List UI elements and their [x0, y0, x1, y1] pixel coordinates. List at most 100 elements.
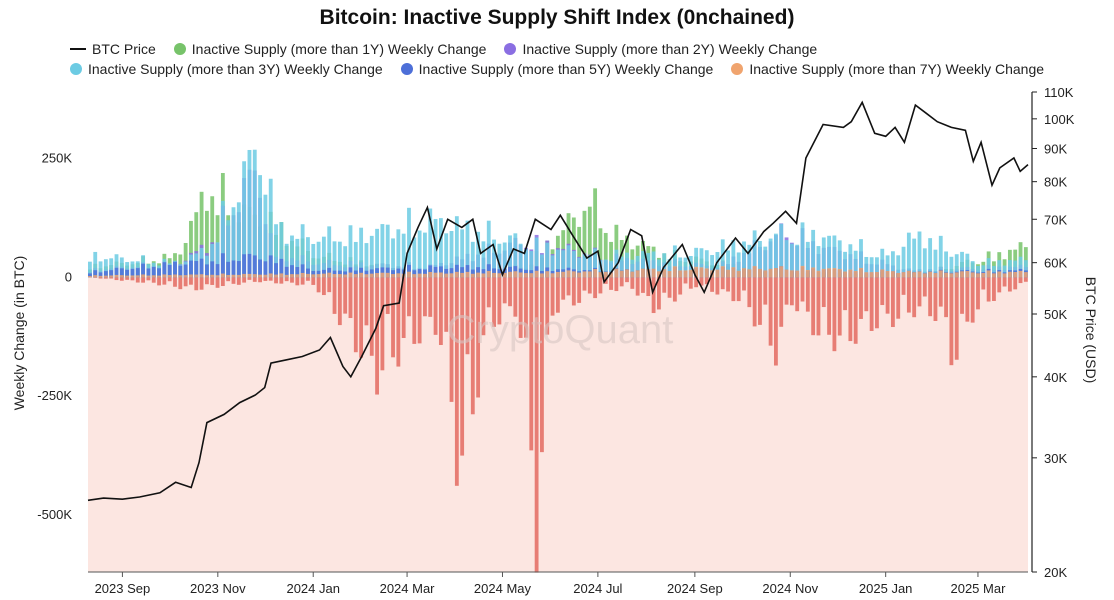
bar-4: [353, 270, 358, 278]
bar-1: [609, 241, 613, 278]
bar-3: [800, 222, 805, 278]
bar-5: [949, 273, 954, 278]
bar-3: [566, 245, 571, 278]
bar-5: [300, 272, 305, 278]
bar-5: [704, 268, 709, 278]
bar-4: [492, 268, 496, 278]
bar-5: [343, 274, 348, 278]
legend-item-3y[interactable]: Inactive Supply (more than 3Y) Weekly Ch…: [70, 61, 383, 77]
bar-4: [119, 268, 124, 278]
negative-bar: [795, 277, 800, 312]
negative-bar: [534, 277, 539, 573]
negative-bar: [508, 277, 512, 307]
bar-3: [837, 240, 842, 278]
bar-5: [460, 272, 465, 278]
bar-5: [641, 268, 645, 278]
bar-3: [789, 243, 794, 278]
negative-bar: [587, 277, 592, 294]
negative-bar: [843, 277, 847, 311]
negative-bar: [353, 277, 358, 353]
negative-bar: [236, 277, 241, 285]
bar-5: [1007, 271, 1012, 278]
negative-bar: [316, 277, 321, 293]
negative-bar: [438, 277, 443, 346]
bar-3: [524, 249, 528, 278]
negative-bar: [784, 277, 789, 305]
negative-bar: [167, 277, 172, 282]
bar-5: [603, 271, 608, 278]
bar-5: [274, 274, 278, 278]
bar-4: [316, 270, 321, 278]
negative-bar: [460, 277, 465, 456]
bar-3: [391, 238, 395, 278]
bar-5: [694, 266, 699, 278]
bar-3: [694, 247, 699, 278]
negative-bar: [598, 277, 603, 294]
legend-item-2y[interactable]: Inactive Supply (more than 2Y) Weekly Ch…: [504, 41, 817, 57]
bar-5: [396, 273, 401, 278]
negative-bar: [183, 277, 188, 287]
bar-4: [183, 264, 188, 278]
legend-item-1y[interactable]: Inactive Supply (more than 1Y) Weekly Ch…: [173, 41, 486, 57]
bar-3: [832, 235, 837, 278]
bar-5: [811, 267, 816, 278]
bar-3: [337, 241, 342, 278]
legend-item-7y[interactable]: Inactive Supply (more than 7Y) Weekly Ch…: [731, 61, 1044, 77]
bar-5: [859, 267, 863, 278]
y-axis-right-label: BTC Price (USD): [1083, 277, 1099, 384]
bar-5: [258, 274, 262, 278]
bar-3: [258, 175, 262, 278]
negative-bar: [896, 277, 901, 319]
bar-3: [731, 240, 736, 278]
bar-3: [486, 220, 491, 278]
bar-3: [699, 248, 704, 278]
bar-3: [465, 220, 470, 278]
negative-bar: [736, 277, 741, 302]
bar-3: [805, 241, 810, 278]
dot-swatch-icon: [173, 43, 186, 55]
bar-4: [364, 270, 369, 278]
bar-4: [481, 269, 486, 278]
negative-bar: [189, 277, 193, 285]
bar-5: [933, 273, 938, 278]
bar-4: [290, 265, 294, 278]
negative-bar: [513, 277, 518, 317]
bar-5: [173, 274, 177, 278]
bar-3: [933, 249, 938, 278]
bar-5: [571, 271, 576, 278]
negative-bar: [215, 277, 220, 288]
negative-bar: [151, 277, 156, 283]
bar-5: [896, 272, 901, 278]
bar-3: [327, 226, 332, 278]
y-right-tick-label: 20K: [1044, 565, 1067, 580]
bar-5: [194, 274, 199, 278]
bar-3: [268, 178, 273, 278]
legend-item-btc-price[interactable]: BTC Price: [70, 41, 156, 57]
negative-bar: [130, 277, 135, 281]
bar-4: [98, 272, 103, 278]
bar-5: [970, 272, 975, 278]
negative-bar: [954, 277, 959, 360]
negative-bar: [359, 277, 364, 358]
bar-5: [125, 275, 130, 278]
negative-bar: [646, 277, 651, 297]
bar-3: [651, 251, 656, 278]
bar-3: [460, 229, 465, 278]
bar-4: [215, 264, 220, 278]
bar-5: [417, 273, 422, 278]
bar-5: [938, 270, 943, 278]
negative-bar: [875, 277, 879, 329]
negative-bar: [773, 277, 778, 366]
bar-3: [704, 250, 709, 278]
bar-3: [290, 235, 294, 278]
y-left-tick-label: -250K: [37, 388, 72, 403]
negative-bar: [609, 277, 613, 290]
bar-5: [864, 272, 869, 278]
negative-bar: [821, 277, 826, 308]
negative-bar: [970, 277, 975, 323]
bar-5: [715, 269, 720, 278]
negative-bar: [811, 277, 816, 336]
dot-swatch-icon: [70, 63, 82, 75]
bar-5: [321, 273, 326, 278]
legend-item-5y[interactable]: Inactive Supply (more than 5Y) Weekly Ch…: [400, 61, 713, 77]
